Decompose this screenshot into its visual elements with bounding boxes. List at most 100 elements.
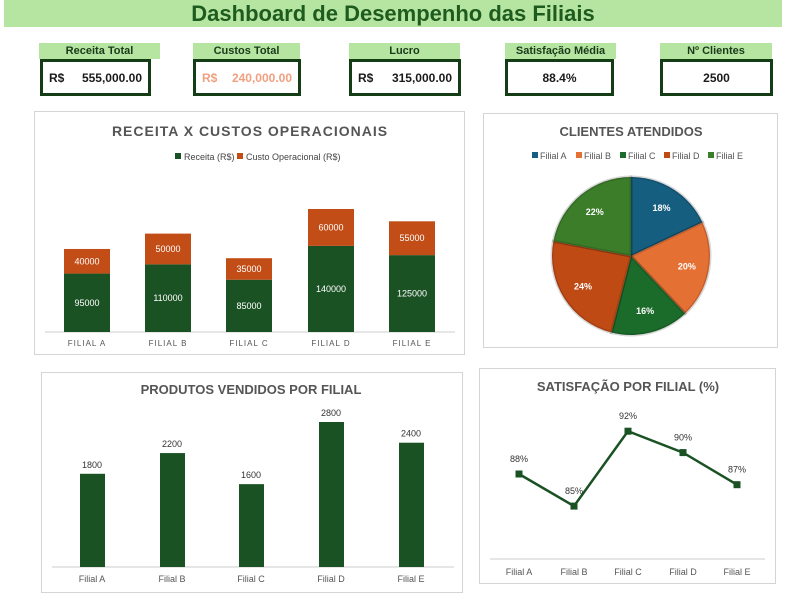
- category-label: FILIAL C: [229, 339, 268, 348]
- data-label: 85%: [565, 486, 583, 496]
- legend-swatch: [237, 153, 243, 159]
- kpi-label-lucro: Lucro: [349, 43, 460, 59]
- data-point: [733, 481, 741, 489]
- data-point: [679, 449, 687, 457]
- bar: [319, 422, 344, 567]
- category-label: Filial D: [669, 567, 697, 577]
- pie-slice: [609, 252, 688, 337]
- legend-swatch: [532, 152, 538, 158]
- legend-label: Filial C: [628, 151, 656, 161]
- category-label: Filial B: [158, 574, 185, 584]
- pie-slice: [628, 220, 712, 316]
- category-label: Filial A: [79, 574, 106, 584]
- data-label: 60000: [318, 222, 343, 232]
- data-label: 55000: [399, 233, 424, 243]
- category-label: Filial A: [506, 567, 533, 577]
- data-label: 2800: [321, 408, 341, 418]
- legend-label: Custo Operacional (R$): [246, 152, 341, 162]
- data-label: 1600: [241, 470, 261, 480]
- kpi-label-receita: Receita Total: [39, 43, 160, 59]
- data-label: 1800: [82, 460, 102, 470]
- legend-label: Filial D: [672, 151, 700, 161]
- data-label: 35000: [236, 264, 261, 274]
- bar: [80, 473, 105, 567]
- category-label: FILIAL E: [393, 339, 432, 348]
- currency: R$: [358, 70, 374, 85]
- category-label: FILIAL B: [149, 339, 188, 348]
- kpi-label-clientes: Nº Clientes Atendidos: [660, 43, 772, 73]
- chart-clientes-atendidos: CLIENTES ATENDIDOS Filial A Filial B Filial…: [483, 113, 778, 348]
- bar: [399, 442, 424, 567]
- category-label: Filial C: [237, 574, 265, 584]
- data-label: 88%: [510, 454, 528, 464]
- bar-segment: [145, 233, 191, 265]
- legend-label: Filial E: [716, 151, 743, 161]
- kpi-box-clientes: 2500: [660, 59, 773, 96]
- kpi-box-satisfacao: 88.4%: [505, 59, 614, 96]
- legend-swatch: [664, 152, 670, 158]
- data-label: 20%: [678, 262, 696, 272]
- data-label: 24%: [574, 281, 592, 291]
- kpi-value-receita: 555,000.00: [81, 70, 142, 85]
- data-label: 90%: [674, 433, 692, 443]
- kpi-box-custos: R$ 240,000.00: [193, 59, 301, 96]
- chart-satisfacao: SATISFAÇÃO POR FILIAL (%) 88% Filial A 85% F…: [479, 368, 776, 584]
- chart-title: SATISFAÇÃO POR FILIAL (%): [537, 379, 719, 394]
- legend-label: Receita (R$): [184, 152, 235, 162]
- kpi-box-lucro: R$ 315,000.00: [349, 59, 461, 96]
- pie-slice: [629, 175, 705, 259]
- bar-segment: [308, 209, 354, 246]
- kpi-value-clientes: 2500: [703, 70, 730, 85]
- data-label: 2400: [401, 429, 421, 439]
- category-label: FILIAL D: [311, 339, 350, 348]
- data-label: 125000: [397, 289, 427, 299]
- series-line: [518, 429, 738, 508]
- bar-segment: [145, 264, 191, 332]
- data-label: 85000: [236, 301, 261, 311]
- kpi-value-lucro: 315,000.00: [391, 70, 452, 85]
- chart-title: CLIENTES ATENDIDOS: [559, 124, 702, 139]
- data-point: [570, 502, 578, 510]
- bar: [239, 484, 264, 567]
- kpi-label-satisfacao: Satisfação Média: [505, 43, 616, 59]
- currency: R$: [49, 70, 65, 85]
- chart-produtos-vendidos: PRODUTOS VENDIDOS POR FILIAL 1800 Filial A…: [41, 372, 463, 593]
- bar-segment: [64, 273, 110, 332]
- data-label: 22%: [586, 207, 604, 217]
- bar-segment: [308, 245, 354, 332]
- category-label: FILIAL A: [68, 339, 106, 348]
- currency: R$: [202, 70, 218, 85]
- data-point: [515, 470, 523, 478]
- kpi-label-custos: Custos Total: [193, 43, 300, 59]
- data-label: 40000: [74, 256, 99, 266]
- data-label: 2200: [162, 439, 182, 449]
- data-label: 18%: [652, 203, 670, 213]
- bar-segment: [226, 279, 272, 332]
- chart-title: PRODUTOS VENDIDOS POR FILIAL: [141, 382, 362, 397]
- bar-segment: [226, 258, 272, 280]
- data-label: 92%: [619, 411, 637, 421]
- bar: [160, 453, 185, 567]
- bar-segment: [64, 248, 110, 274]
- legend-swatch: [175, 153, 181, 159]
- legend-swatch: [576, 152, 582, 158]
- legend-swatch: [620, 152, 626, 158]
- dashboard-title: Dashboard de Desempenho das Filiais: [4, 0, 782, 27]
- kpi-value-satisfacao: 88.4%: [542, 70, 577, 85]
- chart-receita-custos: RECEITA X CUSTOS OPERACIONAIS Receita (R$…: [34, 111, 465, 355]
- pie-slice: [551, 175, 633, 258]
- data-label: 110000: [153, 293, 182, 303]
- category-label: Filial E: [397, 574, 424, 584]
- kpi-box-receita: R$ 555,000.00: [40, 59, 151, 96]
- category-label: Filial C: [614, 567, 642, 577]
- data-label: 50000: [155, 244, 180, 254]
- kpi-value-custos: 240,000.00: [231, 70, 292, 85]
- category-label: Filial D: [317, 574, 345, 584]
- pie-slice: [550, 239, 633, 335]
- data-label: 95000: [74, 298, 99, 308]
- data-point: [624, 427, 632, 435]
- data-label: 140000: [316, 284, 346, 294]
- bar-segment: [389, 255, 435, 332]
- legend-swatch: [708, 152, 714, 158]
- legend-label: Filial A: [540, 151, 567, 161]
